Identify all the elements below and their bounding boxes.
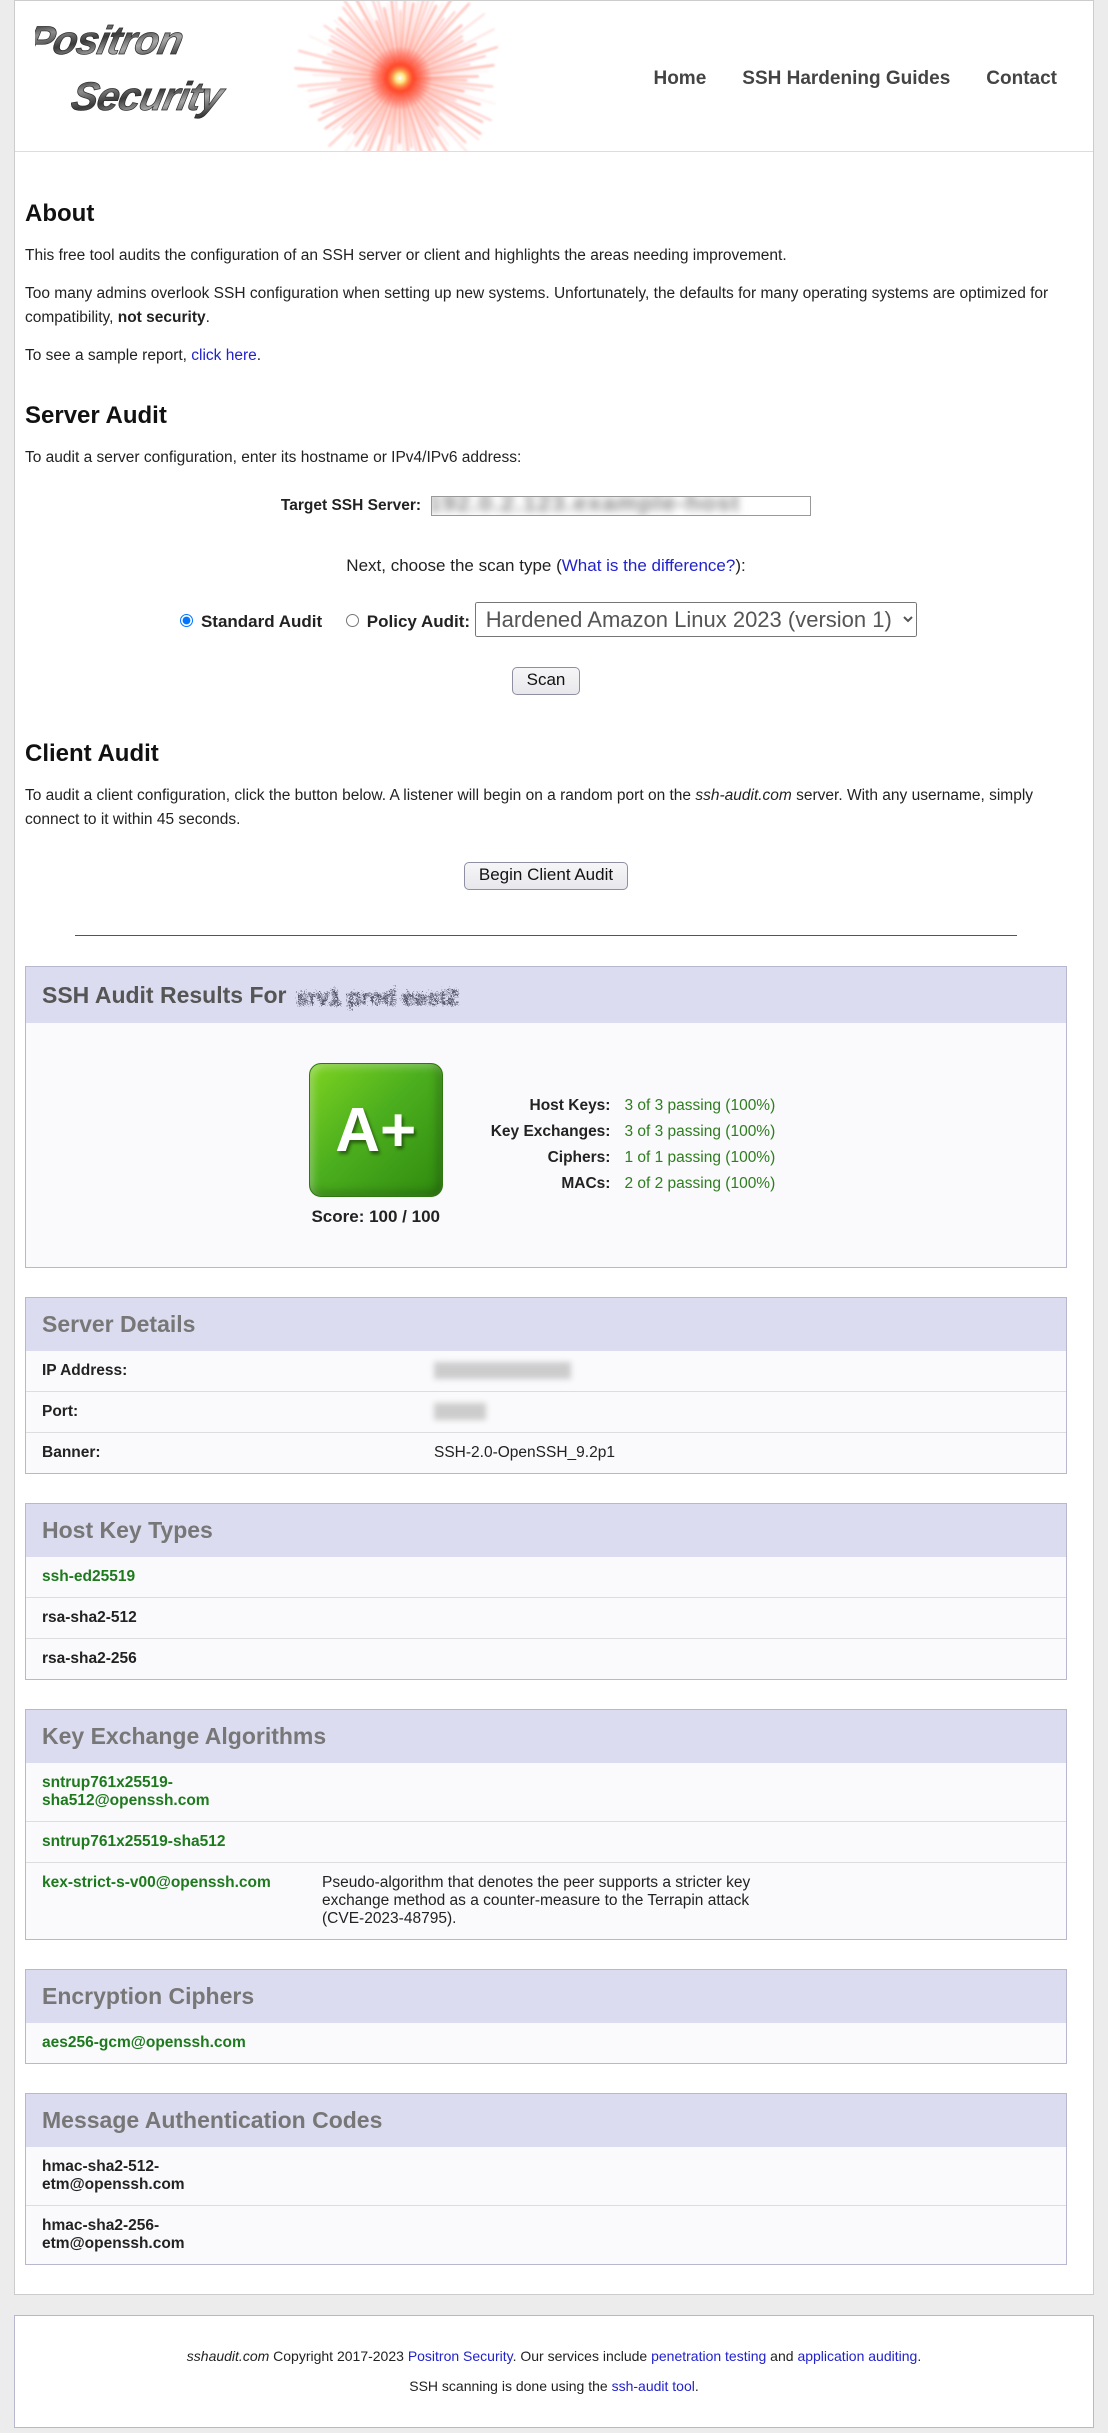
svg-text:Positron: Positron — [35, 17, 187, 62]
svg-text:srv1 prod east2: srv1 prod east2 — [293, 982, 456, 1007]
svg-text:Security: Security — [67, 73, 230, 118]
